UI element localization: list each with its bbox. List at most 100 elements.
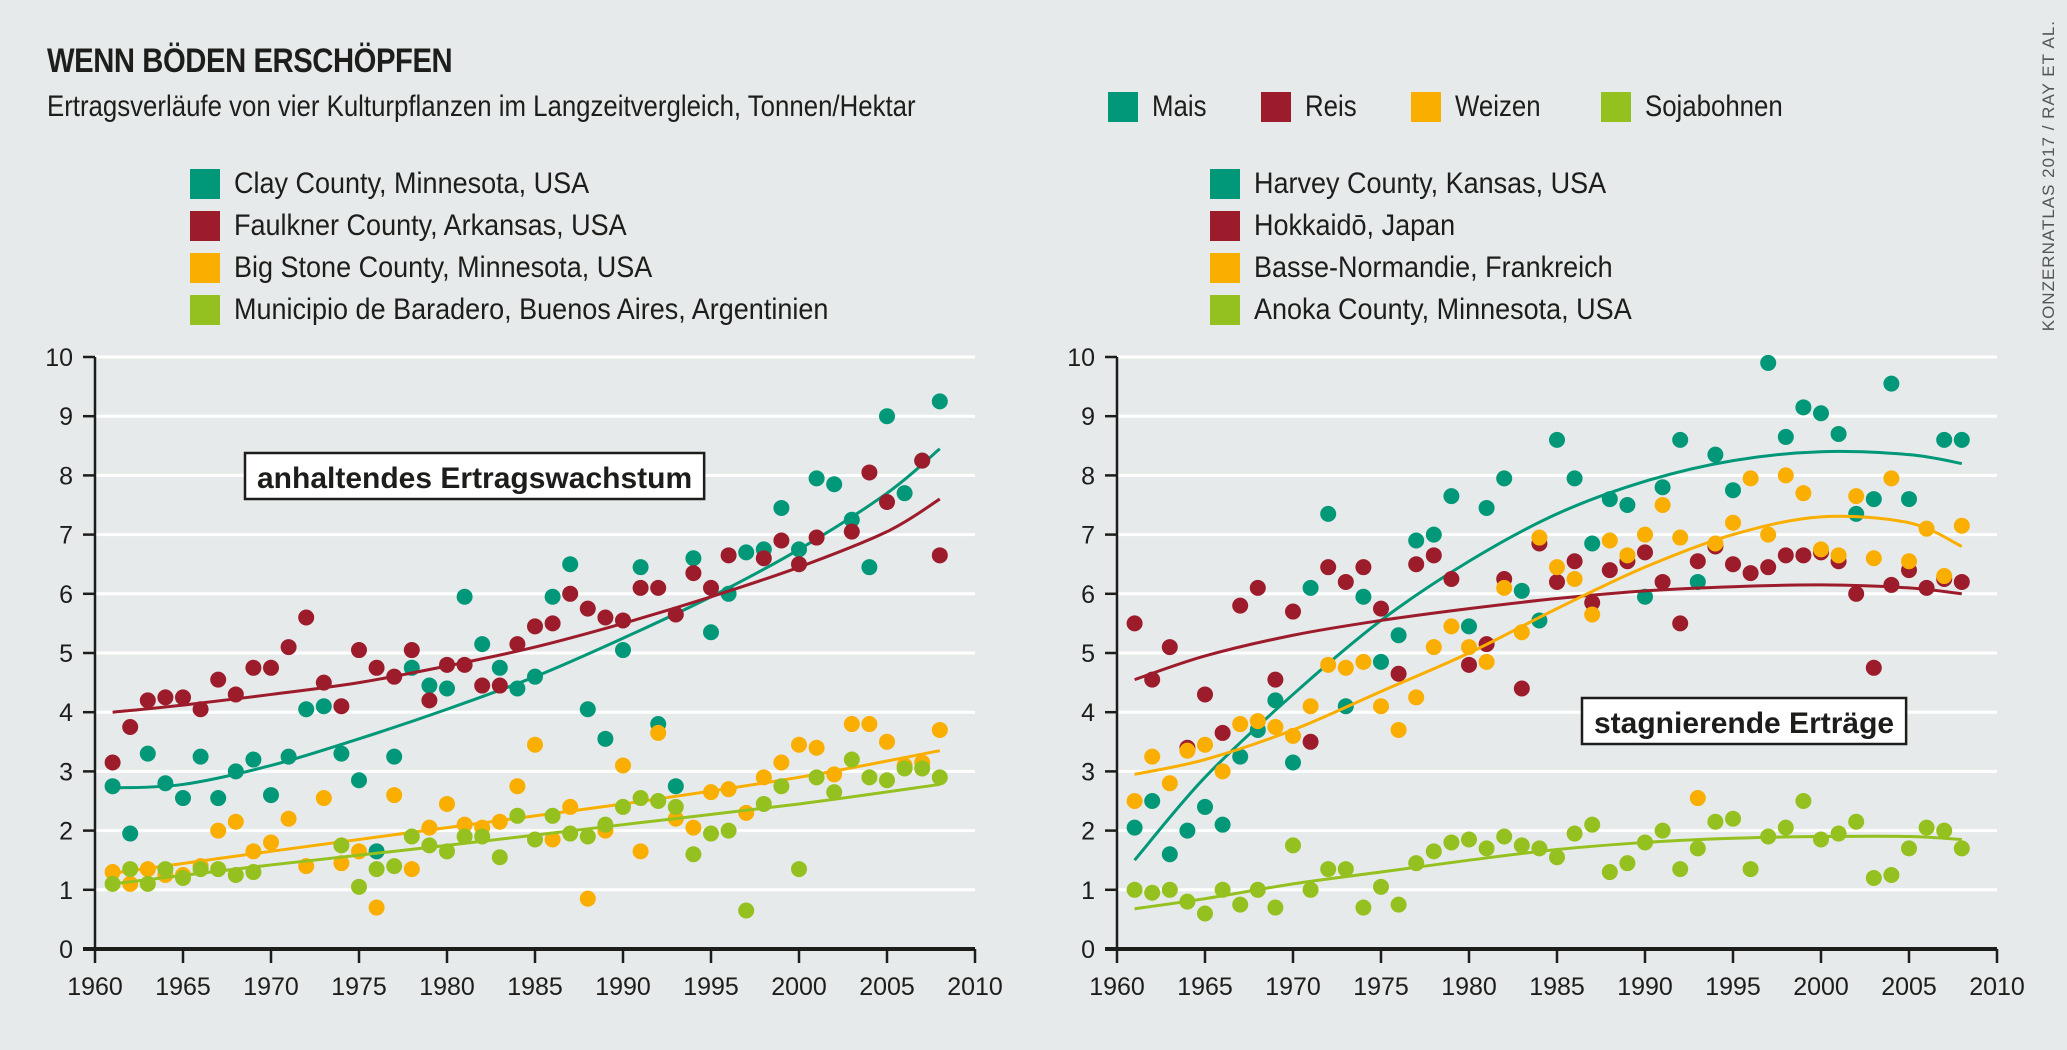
data-point-soja xyxy=(1390,896,1407,913)
x-tick-label: 1975 xyxy=(331,973,387,1001)
data-point-mais xyxy=(1883,375,1900,392)
data-point-soja xyxy=(703,825,719,842)
data-point-mais xyxy=(1425,526,1442,543)
data-point-weizen xyxy=(685,819,702,836)
legend-row: Basse-Normandie, Frankreich xyxy=(1210,247,1674,289)
data-point-soja xyxy=(685,846,702,863)
legend-region-label: Hokkaidō, Japan xyxy=(1254,209,1456,242)
data-point-mais xyxy=(685,550,702,567)
data-point-mais xyxy=(1390,627,1407,644)
data-point-reis xyxy=(1443,571,1460,587)
legend-swatch xyxy=(190,295,220,325)
y-tick-label: 8 xyxy=(1081,462,1095,490)
data-point-reis xyxy=(1214,724,1231,741)
data-point-soja xyxy=(157,861,174,878)
data-point-soja xyxy=(1443,834,1460,851)
data-point-weizen xyxy=(1531,529,1548,546)
x-tick-label: 2005 xyxy=(1881,973,1937,1001)
data-point-soja xyxy=(1830,825,1847,842)
data-point-soja xyxy=(1883,867,1900,883)
data-point-weizen xyxy=(1601,532,1618,549)
legend-row: Harvey County, Kansas, USA xyxy=(1210,163,1674,205)
data-point-soja xyxy=(175,869,191,886)
data-point-reis xyxy=(1408,556,1425,573)
data-point-mais xyxy=(931,393,948,410)
data-point-mais xyxy=(1161,846,1178,863)
data-point-mais xyxy=(245,751,262,768)
data-point-soja xyxy=(1549,849,1565,866)
trend-line-soja xyxy=(112,782,941,886)
data-point-weizen xyxy=(1197,736,1213,753)
data-point-reis xyxy=(773,532,790,549)
legend-label-weizen: Weizen xyxy=(1455,90,1541,123)
data-point-soja xyxy=(1320,861,1337,878)
data-point-soja xyxy=(1161,881,1178,898)
data-point-weizen xyxy=(227,813,244,830)
data-point-weizen xyxy=(879,733,895,750)
legend-region-label: Big Stone County, Minnesota, USA xyxy=(234,251,653,284)
legend-swatch xyxy=(1210,253,1240,283)
data-point-reis xyxy=(527,618,543,635)
legend-region-label: Basse-Normandie, Frankreich xyxy=(1254,251,1613,284)
data-point-reis xyxy=(1795,547,1812,564)
y-tick-label: 1 xyxy=(59,877,73,905)
data-point-weizen xyxy=(1373,698,1389,715)
data-point-weizen xyxy=(1953,517,1970,534)
data-point-mais xyxy=(192,748,209,765)
data-point-mais xyxy=(667,778,684,795)
x-tick-label: 1960 xyxy=(1089,973,1145,1001)
data-point-weizen xyxy=(509,778,526,795)
data-point-weizen xyxy=(421,819,438,836)
data-point-weizen xyxy=(1760,526,1777,543)
data-point-reis xyxy=(1425,547,1442,564)
data-point-reis xyxy=(1302,733,1319,750)
x-tick-label: 1985 xyxy=(507,973,563,1001)
data-point-mais xyxy=(1513,582,1530,599)
data-point-soja xyxy=(879,772,895,789)
data-point-soja xyxy=(738,902,755,919)
annotation-text: anhaltendes Ertragswachstum xyxy=(257,462,692,495)
data-point-soja xyxy=(1672,861,1689,878)
data-point-reis xyxy=(1742,565,1759,582)
data-point-weizen xyxy=(1408,689,1425,706)
data-point-soja xyxy=(122,861,139,878)
data-point-reis xyxy=(1355,559,1372,576)
data-point-soja xyxy=(632,790,649,807)
x-tick-label: 1960 xyxy=(67,973,123,1001)
data-point-mais xyxy=(1777,428,1794,445)
data-point-weizen xyxy=(1865,550,1882,567)
data-point-mais xyxy=(879,408,895,425)
data-point-mais xyxy=(1197,798,1213,815)
x-tick-label: 1990 xyxy=(595,973,651,1001)
data-point-weizen xyxy=(1161,775,1178,792)
chart-subtitle: Ertragsverläufe von vier Kulturpflanzen … xyxy=(47,90,916,123)
y-tick-label: 0 xyxy=(1081,936,1095,964)
series-mais xyxy=(1126,354,1970,863)
data-point-soja xyxy=(1285,837,1301,854)
data-point-mais xyxy=(1637,588,1653,605)
data-point-soja xyxy=(1232,896,1249,913)
x-tick-label: 2010 xyxy=(1969,973,2025,1001)
trend-line-soja xyxy=(1134,834,1962,911)
legend-swatch xyxy=(190,253,220,283)
data-point-soja xyxy=(456,828,473,845)
data-point-soja xyxy=(1197,905,1213,922)
data-point-reis xyxy=(1689,553,1706,570)
legend-region-label: Municipio de Baradero, Buenos Aires, Arg… xyxy=(234,293,829,326)
data-point-reis xyxy=(1760,559,1777,576)
data-point-reis xyxy=(650,579,667,596)
data-point-soja xyxy=(1654,822,1671,839)
data-point-weizen xyxy=(1267,719,1284,735)
data-point-soja xyxy=(667,798,684,815)
data-point-mais xyxy=(1461,618,1477,635)
data-point-reis xyxy=(333,698,350,715)
data-point-reis xyxy=(368,659,385,676)
data-point-soja xyxy=(1425,843,1442,860)
data-point-soja xyxy=(1918,819,1935,836)
data-point-soja xyxy=(1901,840,1917,857)
series-mais xyxy=(104,393,948,860)
data-point-reis xyxy=(280,639,297,656)
legend-swatch xyxy=(1210,295,1240,325)
data-point-mais xyxy=(368,843,385,860)
trend-line-reis xyxy=(112,497,941,714)
